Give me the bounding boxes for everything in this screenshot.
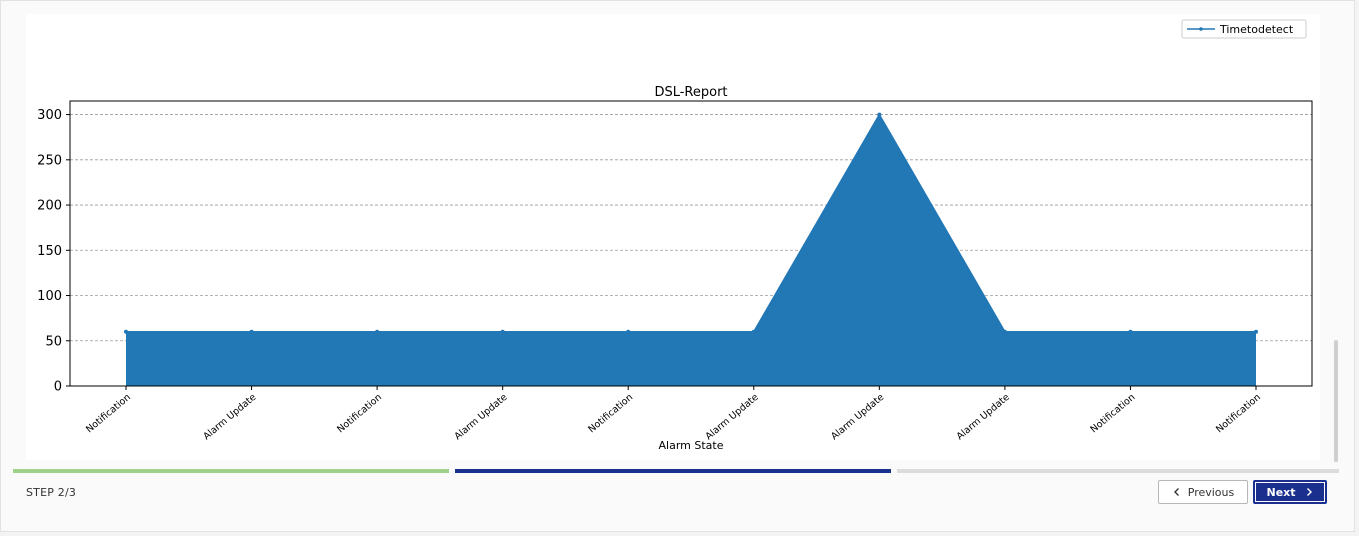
legend: Timetodetect bbox=[1181, 19, 1307, 39]
y-tick-label: 100 bbox=[37, 289, 62, 304]
data-point bbox=[626, 329, 631, 334]
series-line-timetodetect bbox=[126, 113, 1256, 333]
progress-step-1 bbox=[13, 469, 449, 473]
data-point bbox=[1254, 329, 1258, 334]
next-button-label: Next bbox=[1266, 485, 1296, 499]
y-tick-label: 0 bbox=[54, 380, 62, 395]
series-area-timetodetect bbox=[126, 114, 1256, 387]
progress-step-3 bbox=[897, 469, 1339, 473]
dsl-report-chart: 0 50 100 150 200 250 300 Notification Alarm Upda… bbox=[37, 19, 1313, 452]
x-tick-label: Notification bbox=[84, 392, 133, 435]
x-tick-label: Alarm Update bbox=[955, 392, 1012, 443]
step-indicator: STEP 2/3 bbox=[26, 486, 77, 499]
y-tick-label: 150 bbox=[37, 244, 62, 259]
data-point bbox=[124, 329, 128, 334]
chart-card: 0 50 100 150 200 250 300 Notification Alarm Upda… bbox=[26, 14, 1320, 460]
previous-button[interactable]: Previous bbox=[1158, 480, 1248, 504]
x-tick-label: Notification bbox=[586, 392, 635, 435]
data-point bbox=[249, 329, 254, 334]
x-axis-label: Alarm State bbox=[659, 439, 724, 452]
data-point bbox=[1002, 329, 1007, 334]
vertical-scrollbar[interactable] bbox=[1334, 340, 1338, 462]
progress-step-2 bbox=[455, 469, 891, 473]
data-point bbox=[877, 112, 882, 117]
y-tick-label: 200 bbox=[37, 199, 62, 214]
chart-title: DSL-Report bbox=[654, 85, 727, 100]
x-tick-label: Alarm Update bbox=[452, 392, 509, 443]
x-tick-label: Notification bbox=[1214, 392, 1263, 435]
y-tick-label: 300 bbox=[37, 108, 62, 123]
data-point bbox=[500, 329, 505, 334]
x-tick-label: Notification bbox=[335, 392, 384, 435]
x-tick-label: Alarm Update bbox=[829, 392, 886, 443]
x-tick-label: Alarm Update bbox=[704, 392, 761, 443]
legend-marker bbox=[1199, 27, 1203, 31]
x-tick-label: Notification bbox=[1089, 392, 1138, 435]
chevron-left-icon bbox=[1173, 488, 1179, 496]
data-point bbox=[1128, 329, 1133, 334]
legend-box bbox=[1181, 19, 1307, 39]
data-point bbox=[375, 329, 380, 334]
chevron-right-icon bbox=[1306, 488, 1312, 496]
y-tick-label: 250 bbox=[37, 153, 62, 168]
next-button[interactable]: Next bbox=[1253, 480, 1327, 504]
previous-button-label: Previous bbox=[1187, 485, 1235, 499]
x-tick-label: Alarm Update bbox=[201, 392, 258, 443]
data-point bbox=[751, 329, 756, 334]
legend-label: Timetodetect bbox=[1219, 23, 1294, 36]
y-tick-label: 50 bbox=[45, 334, 62, 349]
plot-border bbox=[69, 100, 1313, 387]
